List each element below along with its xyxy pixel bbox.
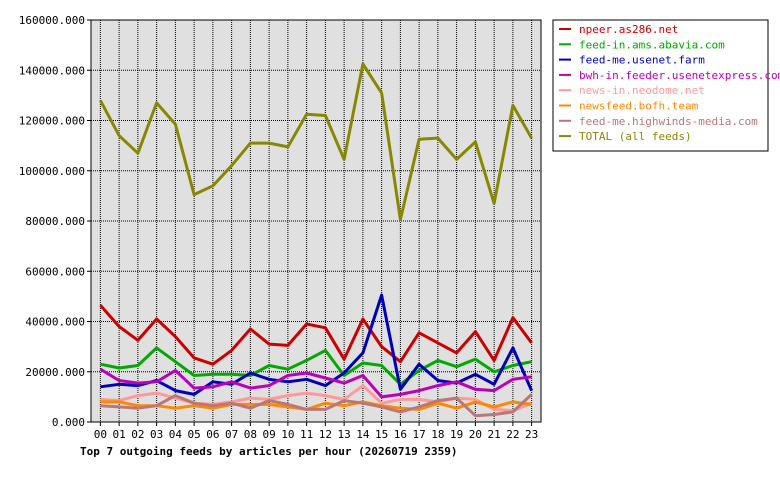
x-tick-label: 15 (375, 428, 388, 441)
legend-box (552, 19, 769, 152)
grid-lines (91, 19, 541, 423)
x-tick-label: 16 (394, 428, 407, 441)
series-lines (99, 62, 533, 418)
x-tick-label: 14 (356, 428, 370, 441)
x-tick-label: 01 (113, 428, 126, 441)
x-axis: 00 01 02 03 04 05 06 07 08 09 10 11 12 13 14 15 16 17 18 19… (94, 422, 538, 441)
y-axis: 0.000 20000.000 40000.000 60000.000 80000.00… (19, 14, 91, 429)
series-line-1 (99, 304, 533, 366)
x-tick-label: 13 (338, 428, 351, 441)
legend: npeer.as286.net feed-in.ams.abavia.com fee… (552, 19, 780, 152)
x-tick-label: 18 (431, 428, 444, 441)
x-tick-label: 17 (413, 428, 426, 441)
legend-label: npeer.as286.net (579, 23, 678, 36)
series-line-6 (100, 400, 532, 411)
x-tick-label: 08 (244, 428, 257, 441)
legend-label: feed-me.highwinds-media.com (579, 115, 758, 128)
x-tick-label: 12 (319, 428, 332, 441)
series-line-2 (100, 346, 532, 386)
y-tick-label: 100000.000 (19, 165, 85, 178)
x-tick-label: 20 (469, 428, 482, 441)
series-line-4 (99, 367, 532, 399)
x-tick-label: 22 (506, 428, 519, 441)
x-tick-label: 23 (525, 428, 538, 441)
y-tick-label: 160000.000 (19, 14, 85, 27)
x-tick-label: 19 (450, 428, 463, 441)
legend-label: TOTAL (all feeds) (579, 130, 692, 143)
legend-label: newsfeed.bofh.team (579, 100, 699, 113)
y-tick-label: 60000.000 (25, 265, 85, 278)
x-tick-label: 21 (488, 428, 501, 441)
x-tick-label: 00 (94, 428, 107, 441)
x-tick-label: 10 (281, 428, 294, 441)
x-tick-label: 06 (206, 428, 219, 441)
series-line-7 (100, 393, 533, 418)
legend-label: feed-me.usenet.farm (579, 54, 705, 67)
y-tick-label: 80000.000 (25, 215, 85, 228)
y-tick-label: 20000.000 (25, 366, 85, 379)
x-tick-label: 04 (169, 428, 183, 441)
x-tick-label: 05 (188, 428, 201, 441)
series-line-8 (99, 62, 533, 222)
legend-label: news-in.neodome.net (579, 84, 705, 97)
x-tick-label: 03 (150, 428, 163, 441)
y-tick-label: 40000.000 (25, 316, 85, 329)
chart-title: Top 7 outgoing feeds by articles per hou… (80, 445, 458, 458)
y-tick-label: 140000.000 (19, 64, 85, 77)
y-tick-label: 0.000 (52, 416, 85, 429)
legend-label: feed-in.ams.abavia.com (579, 38, 725, 51)
x-tick-label: 11 (300, 428, 313, 441)
x-tick-label: 09 (263, 428, 276, 441)
x-tick-label: 02 (131, 428, 144, 441)
legend-label: bwh-in.feeder.usenetexpress.com (579, 69, 780, 82)
y-tick-label: 120000.000 (19, 115, 85, 128)
x-tick-label: 07 (225, 428, 238, 441)
